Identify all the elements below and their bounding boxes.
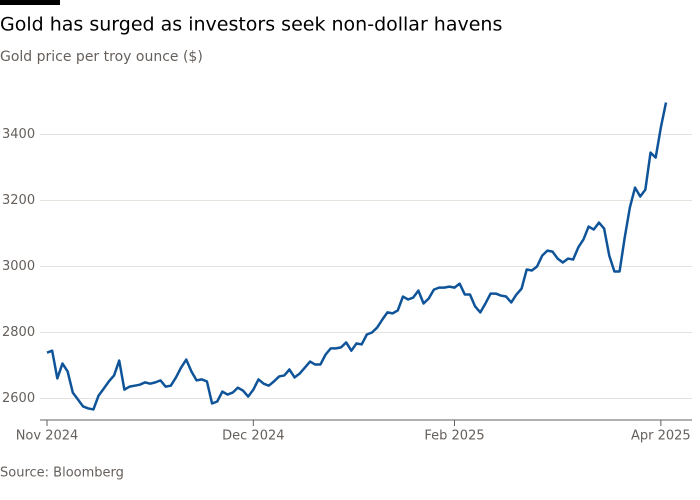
x-tick-label: Nov 2024 [16,429,79,444]
price-line [46,102,668,411]
x-tick-label: Apr 2025 [631,429,691,444]
brand-bar [0,0,60,5]
y-tick-label: 3000 [2,259,35,274]
x-tick-label: Feb 2025 [424,429,484,444]
chart-subtitle: Gold price per troy ounce ($) [0,49,203,65]
chart-title: Gold has surged as investors seek non-do… [0,14,502,36]
source: Source: Bloomberg [0,466,124,481]
x-tick-label: Dec 2024 [222,429,284,444]
y-tick-label: 2600 [2,391,35,406]
y-tick-label: 3400 [2,127,35,142]
y-tick-label: 3200 [2,193,35,208]
y-tick-label: 2800 [2,325,35,340]
